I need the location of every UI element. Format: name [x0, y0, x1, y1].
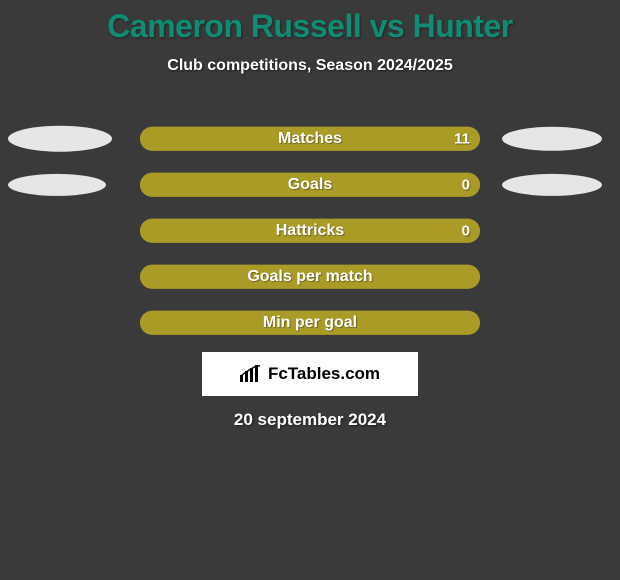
- stat-bar-fill: [140, 173, 480, 197]
- stat-row: Hattricks0: [0, 209, 620, 255]
- stat-bar-fill: [140, 265, 480, 289]
- stat-rows: Matches11 Goals0 Hattricks0 Goals per match…: [0, 117, 620, 347]
- stat-row: Min per goal: [0, 301, 620, 347]
- source-badge-text: FcTables.com: [268, 364, 380, 384]
- stat-bar: Min per goal: [140, 311, 480, 335]
- stat-bar: Goals per match: [140, 265, 480, 289]
- stats-card: Cameron Russell vs Hunter Club competiti…: [0, 0, 620, 580]
- stat-row: Goals per match: [0, 255, 620, 301]
- chart-bars-icon: [240, 365, 262, 383]
- stat-bar: Goals0: [140, 173, 480, 197]
- subtitle: Club competitions, Season 2024/2025: [0, 57, 620, 75]
- avatar-ellipse-right: [502, 127, 602, 151]
- page-title: Cameron Russell vs Hunter: [0, 0, 620, 45]
- stat-bar: Hattricks0: [140, 219, 480, 243]
- avatar-ellipse-left: [8, 174, 106, 196]
- source-badge[interactable]: FcTables.com: [202, 352, 418, 396]
- avatar-ellipse-left: [8, 126, 112, 152]
- stat-bar-fill: [140, 219, 480, 243]
- date-text: 20 september 2024: [0, 410, 620, 430]
- stat-bar: Matches11: [140, 127, 480, 151]
- stat-row: Matches11: [0, 117, 620, 163]
- stat-row: Goals0: [0, 163, 620, 209]
- avatar-ellipse-right: [502, 174, 602, 196]
- stat-bar-fill: [140, 311, 480, 335]
- stat-bar-fill: [140, 127, 480, 151]
